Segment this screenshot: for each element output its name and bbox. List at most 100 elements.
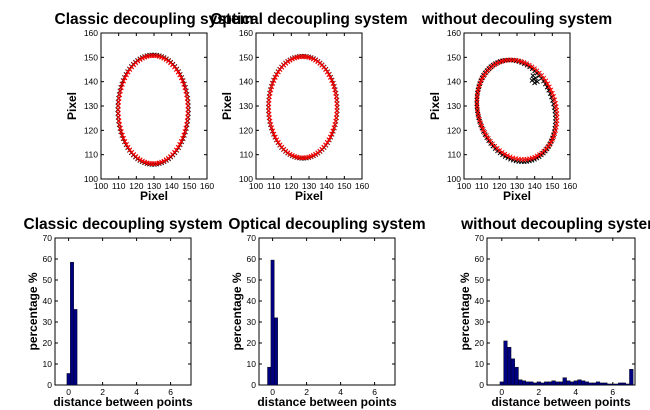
histogram-bar: [66, 373, 71, 386]
x-tick-label: 120: [284, 181, 298, 191]
x-tick-label: 150: [182, 181, 196, 191]
histogram-bar: [599, 382, 604, 386]
y-tick-label: 50: [43, 275, 53, 285]
histogram-bar: [607, 383, 612, 386]
chart-title: without decoupling system: [460, 216, 650, 233]
data-point: [549, 136, 555, 142]
y-tick-label: 140: [239, 77, 253, 87]
histogram-bar: [507, 347, 512, 386]
histogram-bar: [529, 381, 534, 386]
data-point: [182, 129, 188, 135]
x-tick-label: 2: [536, 387, 541, 397]
data-point: [324, 139, 330, 145]
y-tick-label: 110: [84, 150, 98, 160]
y-tick-label: 130: [84, 101, 98, 111]
data-point: [163, 57, 169, 63]
y-tick-label: 160: [84, 28, 98, 38]
data-point: [324, 69, 330, 75]
histogram-bar: [540, 382, 545, 386]
y-tick-label: 40: [43, 296, 53, 306]
data-point: [184, 122, 190, 127]
data-point: [533, 75, 539, 81]
data-point: [269, 125, 275, 131]
x-tick-label: 110: [475, 181, 489, 191]
data-point: [139, 55, 145, 61]
histogram-bar: [566, 380, 571, 386]
data-point: [178, 138, 184, 144]
data-point: [331, 84, 337, 90]
y-tick-label: 0: [251, 380, 256, 390]
y-tick-label: 60: [43, 254, 53, 264]
data-point: [553, 100, 558, 106]
data-point: [480, 74, 486, 80]
y-tick-label: 110: [239, 150, 253, 160]
chart-panel-6: without decoupling system distance betwee…: [458, 216, 650, 409]
data-point: [285, 150, 291, 156]
x-tick-label: 160: [355, 181, 369, 191]
data-point: [330, 128, 336, 134]
y-axis-label: percentage %: [230, 272, 244, 350]
data-point: [482, 130, 488, 135]
plot-marks: [115, 52, 191, 167]
histogram-bar: [618, 382, 623, 386]
x-tick-label: 120: [492, 181, 506, 191]
x-tick-label: 110: [267, 181, 281, 191]
histogram-bar: [558, 381, 564, 386]
x-axis-label: Pixel: [503, 189, 531, 203]
plot-area: [54, 237, 192, 386]
x-axis-label: distance between points: [53, 395, 193, 409]
chart-title: without decouling system: [421, 11, 612, 28]
y-tick-label: 70: [43, 233, 53, 243]
data-point: [121, 135, 127, 141]
histogram-bar: [274, 317, 278, 386]
data-point: [177, 141, 183, 147]
histogram-bar: [514, 366, 519, 386]
data-point: [476, 116, 482, 122]
data-point: [122, 75, 128, 81]
histogram-bar: [544, 381, 549, 386]
data-point: [115, 103, 121, 109]
data-point: [121, 78, 127, 84]
data-point: [181, 81, 187, 87]
y-tick-label: 50: [475, 275, 485, 285]
y-tick-label: 120: [239, 125, 253, 135]
x-tick-label: 6: [372, 387, 377, 397]
data-point: [477, 120, 483, 126]
x-tick-label: 0: [66, 387, 71, 397]
data-point: [274, 137, 280, 143]
chart-panel-2: Optical decoupling system Pixel Pixel 100 11…: [210, 11, 407, 203]
histogram-bar: [577, 379, 582, 386]
y-tick-label: 160: [239, 28, 253, 38]
y-tick-label: 20: [43, 338, 53, 348]
data-point: [483, 133, 489, 138]
y-tick-label: 160: [447, 28, 461, 38]
y-tick-label: 10: [247, 359, 257, 369]
histogram-bar: [270, 259, 275, 386]
histogram-bar: [584, 381, 589, 386]
data-point: [275, 69, 281, 75]
x-tick-label: 160: [200, 181, 214, 191]
histogram-bar: [525, 381, 530, 386]
data-point: [334, 108, 340, 114]
histogram-bar: [614, 383, 619, 386]
data-point: [482, 72, 487, 78]
data-point: [185, 107, 191, 113]
data-point: [117, 88, 123, 94]
data-point: [496, 59, 502, 65]
data-point: [323, 142, 329, 148]
data-point: [532, 154, 538, 160]
data-point: [327, 134, 333, 140]
x-tick-label: 150: [545, 181, 559, 191]
histogram-bar: [551, 380, 556, 386]
data-point: [507, 154, 513, 160]
data-point: [502, 151, 508, 157]
data-point: [529, 64, 535, 70]
histogram-bar: [555, 381, 560, 386]
histogram-bar: [533, 382, 538, 386]
y-tick-label: 120: [447, 125, 461, 135]
data-point: [117, 122, 123, 127]
data-point: [184, 92, 190, 98]
y-tick-label: 150: [84, 52, 98, 62]
x-tick-label: 2: [100, 387, 105, 397]
data-point: [327, 75, 333, 80]
